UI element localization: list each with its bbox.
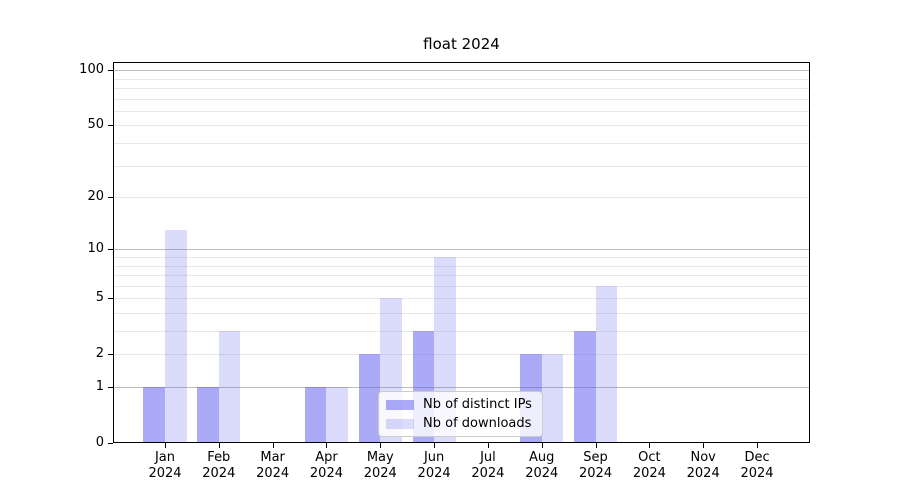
y-tick-mark xyxy=(108,387,113,388)
legend-item-distinct-ips: Nb of distinct IPs xyxy=(386,396,535,412)
x-tick-label: Dec 2024 xyxy=(740,450,774,481)
y-tick-mark xyxy=(108,70,113,72)
y-tick-mark xyxy=(108,249,113,251)
x-tick-mark xyxy=(380,443,382,448)
x-tick-mark xyxy=(326,443,328,448)
major-gridline xyxy=(113,387,810,388)
x-tick-mark xyxy=(703,443,705,448)
bar-nb-of-downloads-apr xyxy=(326,387,349,443)
y-tick-mark xyxy=(108,354,113,356)
y-tick-label: 50 xyxy=(87,117,104,133)
bar-nb-of-downloads-aug xyxy=(541,354,564,443)
x-tick-label: May 2024 xyxy=(363,450,397,481)
x-tick-mark xyxy=(218,443,220,448)
major-gridline xyxy=(113,70,810,72)
x-tick-label: Jul 2024 xyxy=(471,450,505,481)
legend: Nb of distinct IPs Nb of downloads xyxy=(378,391,543,437)
x-tick-label: Jun 2024 xyxy=(417,450,451,481)
minor-gridline xyxy=(113,312,810,314)
y-tick-mark xyxy=(108,197,113,199)
minor-gridline xyxy=(113,143,810,145)
minor-gridline xyxy=(113,110,810,112)
x-tick-label: Oct 2024 xyxy=(632,450,666,481)
minor-gridline xyxy=(113,125,810,127)
legend-label-downloads: Nb of downloads xyxy=(423,415,532,431)
minor-gridline xyxy=(113,88,810,90)
x-tick-mark xyxy=(595,443,597,448)
x-tick-mark xyxy=(165,443,166,448)
x-tick-mark xyxy=(649,443,651,448)
legend-swatch-downloads xyxy=(386,418,414,429)
minor-gridline xyxy=(113,354,810,356)
legend-label-distinct-ips: Nb of distinct IPs xyxy=(423,396,532,412)
x-tick-mark xyxy=(487,443,489,448)
y-tick-label: 5 xyxy=(95,290,104,306)
bar-nb-of-distinct-ips-feb xyxy=(197,387,219,443)
bar-nb-of-downloads-jan xyxy=(165,229,187,443)
minor-gridline xyxy=(113,298,810,300)
legend-item-downloads: Nb of downloads xyxy=(386,415,535,431)
major-gridline xyxy=(113,249,810,251)
y-tick-mark xyxy=(108,443,113,444)
bar-nb-of-distinct-ips-may xyxy=(358,354,381,443)
bar-nb-of-distinct-ips-apr xyxy=(304,387,327,443)
x-tick-label: Feb 2024 xyxy=(202,450,236,481)
minor-gridline xyxy=(113,275,810,277)
x-tick-label: Mar 2024 xyxy=(256,450,290,481)
axes-frame xyxy=(113,62,810,443)
y-tick-label: 1 xyxy=(95,379,104,394)
minor-gridline xyxy=(113,331,810,333)
x-tick-label: Sep 2024 xyxy=(579,450,613,481)
x-tick-mark xyxy=(434,443,436,448)
minor-gridline xyxy=(113,98,810,100)
x-tick-label: Apr 2024 xyxy=(309,450,343,481)
x-tick-mark xyxy=(541,443,543,448)
x-tick-label: Nov 2024 xyxy=(686,450,720,481)
legend-swatch-distinct-ips xyxy=(386,399,414,410)
x-tick-mark xyxy=(757,443,759,448)
bar-nb-of-distinct-ips-sep xyxy=(573,331,596,443)
x-tick-label: Aug 2024 xyxy=(525,450,559,481)
x-tick-mark xyxy=(272,443,274,448)
y-tick-label: 10 xyxy=(87,241,104,257)
bar-nb-of-downloads-feb xyxy=(218,331,241,443)
minor-gridline xyxy=(113,257,810,258)
y-tick-label: 2 xyxy=(95,346,104,362)
minor-gridline xyxy=(113,285,810,287)
minor-gridline xyxy=(113,265,810,267)
bar-nb-of-downloads-sep xyxy=(595,285,618,443)
y-tick-label: 20 xyxy=(87,189,104,205)
x-tick-label: Jan 2024 xyxy=(148,450,182,481)
minor-gridline xyxy=(113,165,810,167)
chart-title: float 2024 xyxy=(423,35,500,53)
y-tick-mark xyxy=(108,125,113,127)
minor-gridline xyxy=(113,78,810,80)
plot-area xyxy=(113,62,810,443)
y-tick-mark xyxy=(108,298,113,300)
bar-nb-of-distinct-ips-jan xyxy=(143,387,165,443)
y-tick-label: 0 xyxy=(95,435,104,450)
minor-gridline xyxy=(113,197,810,199)
y-tick-label: 100 xyxy=(79,62,104,78)
